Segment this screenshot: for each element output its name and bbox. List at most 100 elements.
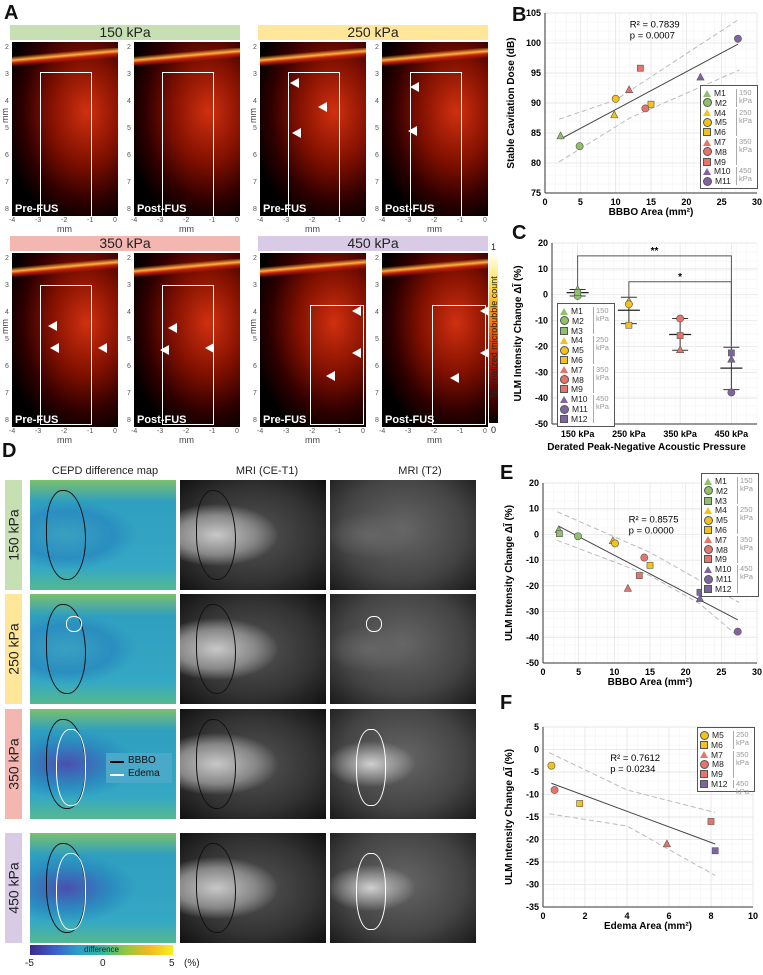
edema-contour — [356, 853, 386, 930]
x-tick-label: 25 — [716, 667, 726, 677]
data-point — [711, 847, 719, 855]
circle-marker-icon — [704, 574, 713, 584]
y-tick-label: -50 — [526, 658, 539, 668]
circle-marker-icon — [560, 316, 569, 326]
x-tick: -3 — [405, 217, 412, 224]
y-tick: 3 — [127, 71, 131, 78]
y-tick-label: -20 — [526, 835, 539, 845]
arrowhead-icon — [352, 348, 361, 358]
legend-label: M12 — [711, 779, 728, 789]
y-tick: 6 — [127, 152, 131, 159]
y-tick: 4 — [5, 98, 9, 105]
arrowhead-icon — [450, 373, 459, 383]
x-tick: 0 — [235, 217, 239, 224]
row-label: 450 kPa — [5, 833, 22, 943]
legend-group-label: 250 kPa — [733, 731, 752, 749]
x-axis-label: BBBO Area (mm²) — [608, 677, 693, 688]
triangle-marker-icon — [704, 536, 712, 544]
colorbar-tick: 5 — [169, 958, 175, 969]
circle-marker-icon — [560, 345, 569, 355]
bbbo-contour — [196, 843, 236, 933]
pressure-header: 250 kPa — [258, 25, 488, 40]
x-tick: -1 — [335, 428, 342, 435]
x-tick-label: 20 — [681, 667, 691, 677]
legend-item: M9 — [560, 384, 583, 394]
legend-label: M8 — [715, 146, 727, 157]
row-label: 350 kPa — [5, 709, 22, 819]
x-tick: -1 — [209, 428, 216, 435]
square-marker-icon — [560, 356, 568, 364]
x-tick-label: 5 — [576, 667, 581, 677]
x-tick: -4 — [379, 428, 386, 435]
arrowhead-icon — [168, 323, 177, 333]
legend-item: M8 — [703, 147, 727, 157]
legend-label: M4 — [571, 335, 583, 346]
data-point — [610, 110, 619, 119]
edema-contour — [66, 616, 82, 632]
legend-label: M10 — [571, 394, 588, 405]
legend-item: M2 — [560, 316, 584, 326]
chart-legend: M1 M2 M3 M4 M5 M6 M7 M8 M9 M10 M11 M12 150 kPa 250 kP… — [701, 473, 759, 597]
bbbo-contour — [46, 490, 86, 580]
y-tick: 7 — [127, 390, 131, 397]
legend-item: M7 — [704, 535, 727, 545]
roi-box — [40, 285, 92, 425]
circle-marker-icon — [560, 404, 569, 414]
x-tick-label: 8 — [708, 911, 713, 921]
square-marker-icon — [704, 496, 712, 505]
arrowhead-icon — [50, 343, 59, 353]
y-tick: 2 — [127, 255, 131, 262]
legend-label: M8 — [712, 759, 724, 770]
p-value: p = 0.0007 — [630, 30, 675, 41]
legend-item: M3 — [704, 496, 727, 506]
y-tick-label: 20 — [529, 478, 539, 488]
r-squared: R² = 0.8575 — [629, 515, 679, 526]
data-point — [727, 354, 736, 363]
legend-label: M7 — [715, 534, 727, 545]
y-tick-label: -40 — [535, 393, 548, 403]
x-tick: -3 — [157, 217, 164, 224]
y-tick-label: 75 — [531, 188, 541, 198]
cepd-map — [30, 594, 176, 704]
triangle-marker-icon — [703, 167, 711, 175]
y-tick: 8 — [127, 417, 131, 424]
legend-label: M5 — [572, 345, 584, 356]
x-tick: 0 — [235, 428, 239, 435]
mri-t2 — [330, 594, 476, 704]
x-tick: -2 — [309, 217, 316, 224]
legend-item: M7 — [560, 365, 583, 375]
legend-label: M1 — [715, 476, 727, 486]
data-point — [696, 72, 705, 81]
legend-line — [110, 774, 124, 776]
roi-box — [410, 72, 462, 216]
x-tick-label: 6 — [666, 911, 671, 921]
y-tick-label: 0 — [534, 745, 539, 755]
arrowhead-icon — [480, 306, 489, 316]
legend-item: M5 — [560, 345, 584, 355]
data-point — [647, 100, 655, 108]
x-tick: -3 — [405, 428, 412, 435]
ulm-image: Post-FUS — [134, 42, 240, 216]
y-tick: 7 — [375, 390, 379, 397]
chart-legend: M1 M2 M4 M5 M6 M7 M8 M9 M10 M11 150 kPa 250 kPa 350 … — [700, 85, 758, 189]
x-tick-label: 450 kPa — [715, 429, 750, 439]
x-tick: 0 — [361, 428, 365, 435]
x-tick-label: 2 — [582, 911, 587, 921]
image-label: Post-FUS — [137, 203, 187, 215]
legend-item: M10 — [560, 394, 588, 404]
legend-label: M11 — [715, 176, 731, 187]
legend-label: M6 — [571, 355, 583, 365]
legend-item: M9 — [700, 769, 723, 779]
legend-label: M3 — [571, 325, 583, 336]
legend-group-label: 450 kPa — [593, 395, 612, 423]
legend-label: M5 — [712, 730, 724, 740]
p-value: p = 0.0000 — [629, 526, 674, 537]
y-tick-label: 10 — [529, 504, 539, 514]
y-tick-label: 90 — [531, 98, 541, 108]
legend-group-label: 150 kPa — [737, 476, 756, 505]
circle-marker-icon — [704, 486, 713, 496]
legend-label: M1 — [571, 306, 583, 316]
y-tick-label: -10 — [526, 790, 539, 800]
triangle-marker-icon — [560, 307, 568, 315]
y-tick-label: -20 — [526, 581, 539, 591]
